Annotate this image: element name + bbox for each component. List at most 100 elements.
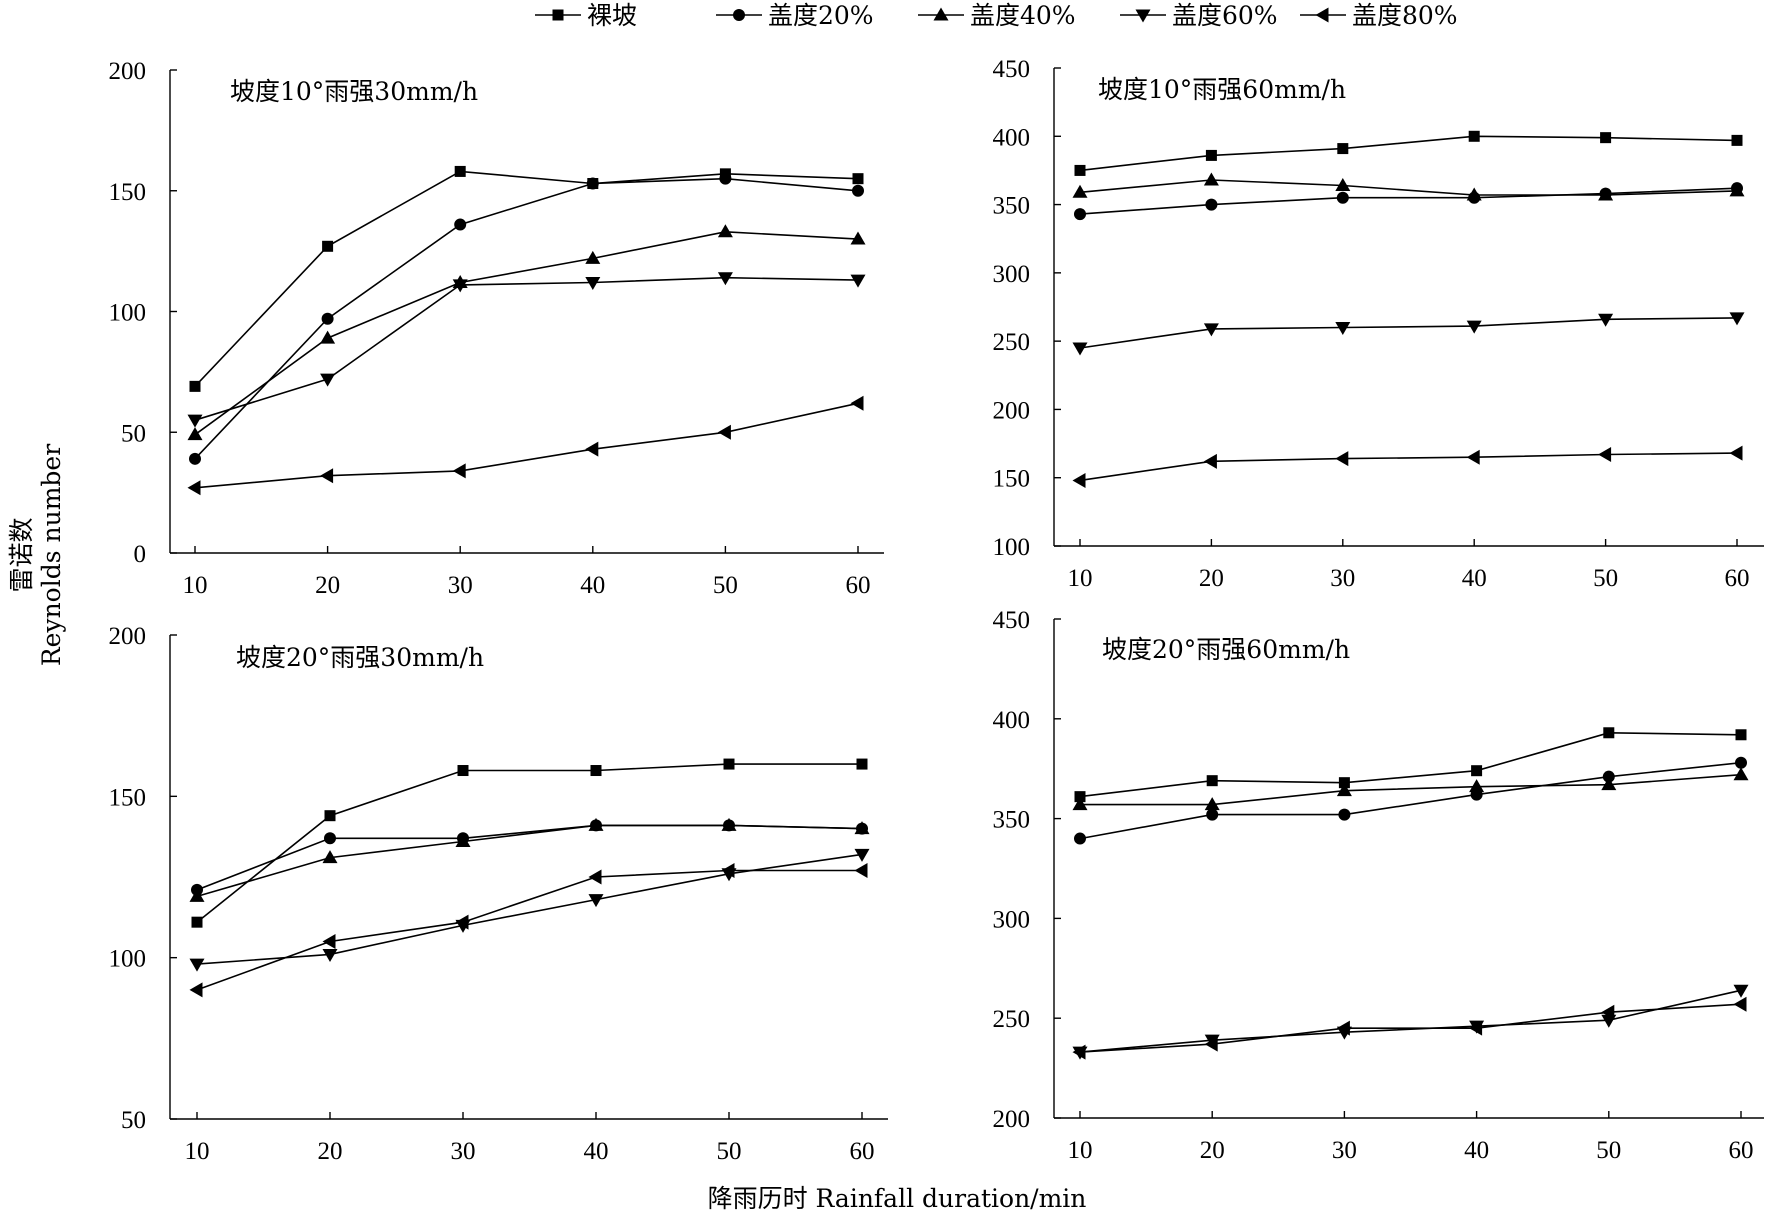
- chart-panel-3: 50 100 150 200 10 20 30 40 50 60 坡度20°雨强30mm/h: [109, 623, 888, 1165]
- series-line-2: [1079, 179, 1738, 196]
- data-point-s1-5: [1735, 756, 1747, 769]
- y-tick-label: 450: [993, 56, 1031, 83]
- data-point-s1-2: [1338, 808, 1351, 821]
- x-tick-label: 50: [1596, 1137, 1621, 1164]
- panel-title: 坡度10°雨强60mm/h: [1098, 75, 1346, 104]
- data-point-s3-5: [1729, 312, 1745, 326]
- y-tick-label: 250: [993, 329, 1031, 356]
- legend-label-2: 盖度40%: [970, 1, 1076, 30]
- legend: 裸坡 盖度20% 盖度40% 盖度60% 盖度80%: [535, 1, 1458, 30]
- x-tick-label: 40: [1464, 1137, 1489, 1164]
- data-point-s4-5: [1729, 445, 1743, 461]
- data-point-s2-2: [1336, 783, 1352, 797]
- data-point-s4-1: [1203, 453, 1217, 469]
- series-line-3: [194, 276, 859, 421]
- data-point-s4-0: [1072, 472, 1086, 488]
- x-axis-title: 降雨历时 Rainfall duration/min: [708, 1184, 1087, 1213]
- series-line-3: [1079, 317, 1738, 349]
- data-point-s3-4: [717, 272, 733, 286]
- series-line-0: [194, 170, 859, 387]
- y-axis-title-en: Reynolds number: [37, 444, 66, 666]
- y-tick-label: 200: [993, 397, 1031, 424]
- data-point-s0-0: [189, 380, 201, 392]
- x-tick-label: 10: [183, 572, 208, 599]
- data-point-s0-0: [1074, 791, 1086, 803]
- x-tick-label: 50: [1593, 565, 1618, 592]
- data-point-s2-1: [320, 330, 336, 344]
- y-tick-label: 250: [993, 1006, 1031, 1033]
- y-tick-label: 200: [109, 58, 147, 85]
- x-tick-label: 30: [1332, 1137, 1357, 1164]
- data-point-s4-4: [717, 424, 731, 440]
- legend-marker-4: [1315, 7, 1329, 23]
- data-point-s1-4: [1602, 770, 1615, 783]
- data-point-s0-1: [1206, 775, 1218, 787]
- x-tick-label: 50: [717, 1138, 742, 1165]
- y-tick-label: 100: [109, 946, 147, 973]
- data-point-s1-2: [1336, 191, 1349, 204]
- panel-title: 坡度20°雨强60mm/h: [1102, 635, 1350, 664]
- series-line-4: [196, 869, 862, 991]
- data-point-s4-4: [721, 863, 735, 879]
- y-tick-label: 350: [993, 807, 1031, 834]
- data-point-s3-3: [1466, 320, 1482, 334]
- x-tick-label: 60: [846, 572, 871, 599]
- data-point-s1-1: [324, 832, 336, 845]
- data-point-s4-2: [452, 463, 466, 479]
- data-point-s3-1: [1203, 323, 1219, 337]
- data-point-s2-1: [1204, 797, 1220, 811]
- data-point-s1-5: [852, 184, 864, 197]
- data-point-s4-1: [322, 934, 336, 950]
- x-tick-label: 30: [451, 1138, 476, 1165]
- y-tick-label: 150: [993, 466, 1031, 493]
- y-tick-label: 150: [109, 784, 147, 811]
- data-point-s2-5: [850, 231, 866, 245]
- legend-label-1: 盖度20%: [768, 1, 874, 30]
- series-line-2: [1080, 773, 1742, 806]
- chart-panel-4: 200 250 300 350 400 450 10 20 30 40 50 60 坡度20°雨强60m…: [993, 607, 1764, 1164]
- y-tick-label: 200: [109, 623, 147, 650]
- y-tick-label: 0: [134, 541, 147, 568]
- x-tick-label: 20: [318, 1138, 343, 1165]
- data-point-s4-2: [1335, 451, 1349, 467]
- data-point-s2-5: [1733, 767, 1749, 781]
- y-tick-label: 50: [121, 1107, 146, 1134]
- data-point-s2-3: [588, 817, 604, 831]
- data-point-s0-0: [1074, 164, 1086, 176]
- data-point-s4-1: [1204, 1036, 1218, 1052]
- data-point-s0-2: [1338, 777, 1350, 789]
- chart-panel-1: 0 50 100 150 200 10 20 30 40 50 60 坡度10°雨强30mm/h: [109, 58, 884, 599]
- data-point-s0-3: [590, 765, 602, 777]
- data-point-s4-5: [1733, 996, 1747, 1012]
- series-line-0: [1079, 135, 1738, 172]
- data-point-s3-0: [189, 958, 205, 972]
- data-point-s3-2: [452, 279, 468, 293]
- legend-label-3: 盖度60%: [1172, 1, 1278, 30]
- data-point-s2-0: [1072, 797, 1088, 811]
- x-tick-label: 50: [713, 572, 738, 599]
- data-point-s1-1: [321, 312, 334, 325]
- x-tick-label: 60: [1729, 1137, 1754, 1164]
- series-line-3: [1079, 989, 1742, 1053]
- data-point-s2-5: [1729, 183, 1745, 197]
- y-tick-label: 300: [993, 261, 1031, 288]
- data-point-s2-4: [1598, 187, 1614, 201]
- data-point-s4-4: [1598, 446, 1612, 462]
- y-tick-label: 450: [993, 607, 1031, 634]
- data-point-s4-5: [854, 863, 868, 879]
- data-point-s0-5: [856, 758, 868, 770]
- series-line-0: [1079, 731, 1742, 798]
- legend-marker-1: [733, 9, 745, 21]
- legend-label-0: 裸坡: [587, 1, 637, 30]
- data-point-s4-3: [588, 869, 602, 885]
- series-line-1: [196, 824, 863, 891]
- x-tick-label: 40: [1462, 565, 1487, 592]
- data-point-s4-4: [1601, 1004, 1615, 1020]
- x-tick-label: 10: [1068, 1137, 1093, 1164]
- y-tick-label: 100: [993, 534, 1031, 561]
- data-point-s2-3: [1466, 187, 1482, 201]
- data-point-s1-2: [454, 218, 467, 231]
- y-tick-label: 400: [993, 707, 1031, 734]
- x-tick-label: 30: [1330, 565, 1355, 592]
